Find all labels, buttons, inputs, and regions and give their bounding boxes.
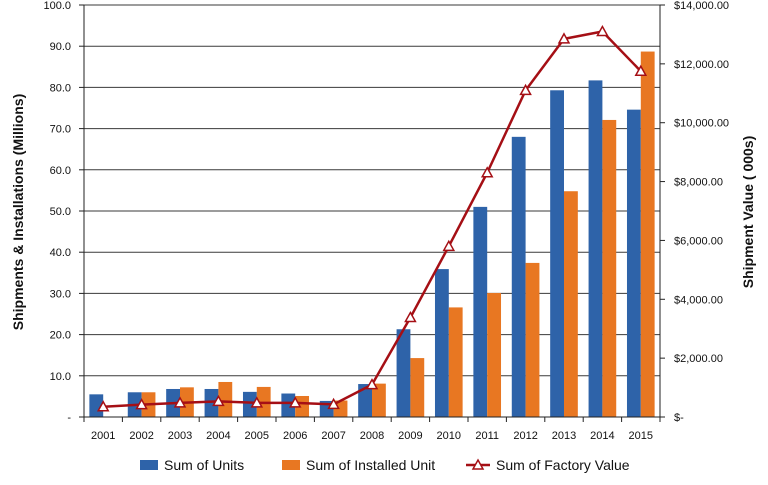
right-tick-label: $2,000.00: [674, 353, 723, 365]
legend: Sum of Units Sum of Installed Unit Sum o…: [140, 457, 630, 473]
x-tick-label: 2011: [475, 430, 499, 442]
right-tick-label: $12,000.00: [674, 59, 729, 71]
left-tick-label: 100.0: [43, 0, 71, 12]
factory-value-point: [596, 24, 609, 37]
units-bar: [511, 136, 526, 417]
factory-value-point: [250, 396, 264, 408]
factory-value-point: [480, 166, 494, 178]
left-tick-label: 40.0: [50, 247, 71, 259]
left-tick-label: 50.0: [50, 206, 71, 218]
left-tick-label: 60.0: [50, 165, 71, 177]
units-bar: [358, 384, 372, 417]
units-bar: [550, 90, 564, 417]
legend-label-installed: Sum of Installed Unit: [306, 457, 435, 473]
left-tick-label: -: [67, 412, 71, 424]
bars: [89, 51, 655, 417]
factory-value-point: [557, 32, 571, 44]
right-axis-title: Shipment Value ( 000s): [740, 136, 756, 289]
legend-label-units: Sum of Units: [164, 457, 244, 473]
x-tick-label: 2015: [629, 430, 653, 442]
x-tick-label: 2013: [552, 430, 576, 442]
factory-value-point: [135, 398, 148, 410]
x-tick-label: 2004: [206, 430, 230, 442]
x-tick-label: 2006: [283, 430, 307, 442]
legend-swatch-units: [140, 460, 158, 470]
left-tick-label: 30.0: [50, 288, 71, 300]
left-tick-label: 20.0: [50, 330, 71, 342]
factory-value-point: [404, 310, 417, 323]
legend-marker-factory: [471, 458, 485, 470]
x-tick-label: 2014: [590, 430, 614, 442]
units-bar: [242, 391, 257, 417]
installed-unit-bar: [295, 395, 310, 417]
factory-value-line: [96, 24, 648, 412]
right-tick-label: $10,000.00: [674, 118, 729, 130]
installed-unit-bar: [448, 307, 463, 417]
factory-value-point: [288, 396, 302, 408]
factory-value-point: [634, 64, 648, 76]
x-tick-label: 2010: [437, 430, 461, 442]
units-bar: [473, 206, 488, 417]
factory-value-point: [365, 378, 379, 390]
installed-unit-bar: [525, 262, 540, 417]
right-tick-label: $8,000.00: [674, 177, 723, 189]
x-tick-label: 2007: [321, 430, 345, 442]
units-bar: [396, 329, 411, 417]
units-bar: [434, 269, 449, 417]
units-bar: [281, 393, 296, 417]
legend-label-factory: Sum of Factory Value: [496, 457, 630, 473]
installed-unit-bar: [410, 358, 425, 417]
left-tick-label: 80.0: [50, 82, 71, 94]
legend-swatch-installed: [282, 460, 300, 470]
left-tick-label: 10.0: [50, 371, 71, 383]
left-axis-title: Shipments & Installations (Millions): [10, 94, 26, 330]
right-tick-label: $6,000.00: [674, 235, 723, 247]
left-tick-label: 70.0: [50, 124, 71, 136]
x-tick-label: 2012: [513, 430, 537, 442]
factory-value-point: [212, 394, 225, 407]
factory-value-point: [442, 239, 456, 252]
units-bar: [588, 80, 603, 417]
grid: [84, 4, 660, 377]
right-tick-label: $4,000.00: [674, 294, 723, 306]
installed-unit-bar: [602, 119, 617, 417]
installed-unit-bar: [372, 383, 386, 417]
installed-unit-bar: [218, 381, 233, 417]
x-tick-label: 2001: [91, 430, 115, 442]
left-tick-label: 90.0: [50, 41, 71, 53]
right-tick-label: $14,000.00: [674, 0, 729, 12]
units-bar: [626, 109, 641, 417]
x-tick-label: 2005: [245, 430, 269, 442]
installed-unit-bar: [487, 292, 502, 417]
factory-value-point: [96, 400, 110, 412]
x-tick-label: 2008: [360, 430, 384, 442]
installed-unit-bar: [640, 51, 655, 417]
installed-unit-bar: [564, 191, 578, 417]
units-bar: [204, 388, 219, 417]
axes: - 10.0 20.0 30.0 40.0 50.0 60.0 70.0 80.0 90.0 100…: [43, 0, 729, 442]
x-tick-label: 2003: [168, 430, 192, 442]
x-tick-label: 2002: [129, 430, 153, 442]
factory-value-point: [327, 397, 340, 410]
x-tick-label: 2009: [398, 430, 422, 442]
factory-value-point: [173, 396, 187, 408]
right-tick-label: $-: [674, 412, 684, 424]
factory-value-point: [519, 83, 532, 96]
